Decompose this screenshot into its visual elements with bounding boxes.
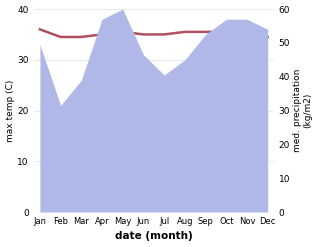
Y-axis label: med. precipitation
(kg/m2): med. precipitation (kg/m2) xyxy=(293,69,313,152)
Y-axis label: max temp (C): max temp (C) xyxy=(5,79,15,142)
X-axis label: date (month): date (month) xyxy=(115,231,193,242)
